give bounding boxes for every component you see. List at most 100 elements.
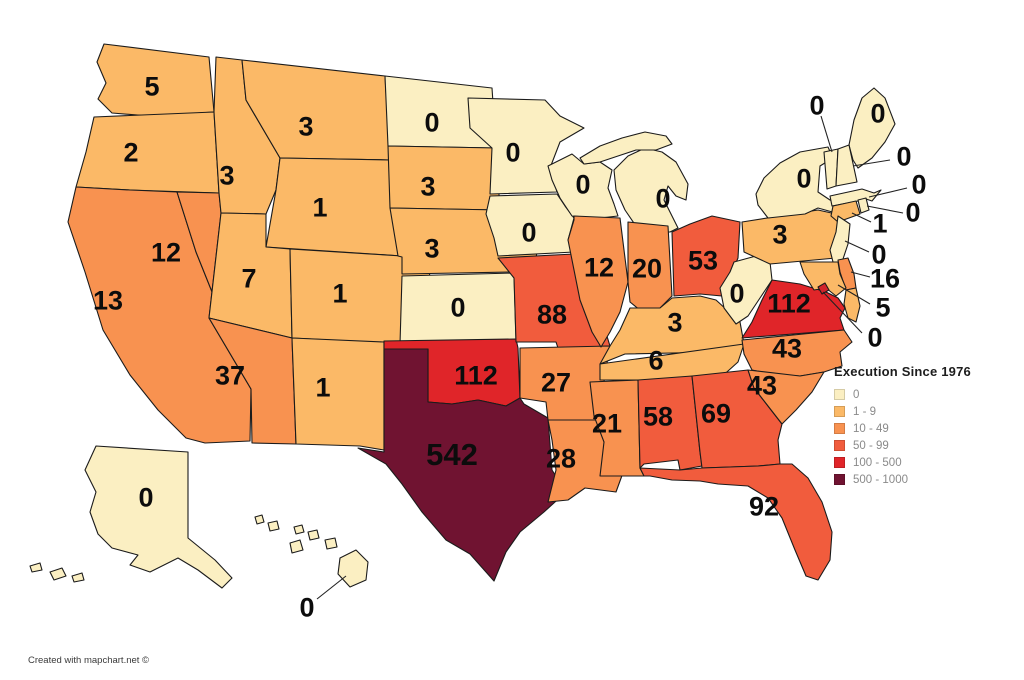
state-value-wyoming: 1 (312, 193, 327, 223)
state-value-michigan: 0 (655, 184, 670, 214)
state-tennessee (599, 343, 745, 381)
state-arizona (208, 317, 297, 445)
leader-line-maryland (837, 284, 871, 305)
state-value-alaska: 0 (138, 483, 153, 513)
state-oregon (75, 111, 220, 194)
state-value-virginia: 112 (767, 289, 811, 319)
state-value-washington: 5 (144, 72, 159, 102)
state-value-tennessee: 6 (648, 346, 663, 376)
state-maryland (799, 261, 847, 297)
state-value-kentucky: 3 (667, 308, 682, 338)
state-alaska-part-4 (71, 572, 85, 583)
state-washington (96, 43, 215, 117)
state-value-delaware: 16 (870, 264, 900, 294)
dc-dot (817, 282, 830, 295)
leader-line-massachusetts (868, 187, 908, 198)
state-illinois (567, 215, 629, 348)
state-rhode-island (857, 197, 870, 214)
state-value-district-of-columbia: 0 (867, 323, 882, 353)
state-michigan (613, 147, 689, 233)
attribution: Created with mapchart.net © (28, 655, 150, 666)
state-hawaii-part-3 (267, 520, 280, 532)
state-value-nebraska: 3 (424, 234, 439, 264)
state-hawaii-part-2 (254, 514, 265, 525)
state-south-dakota (387, 145, 501, 211)
state-value-alabama: 58 (643, 402, 673, 432)
state-value-north-dakota: 0 (424, 108, 439, 138)
state-value-colorado: 1 (332, 279, 347, 309)
state-texas (357, 348, 567, 582)
state-hawaii (337, 549, 369, 588)
state-value-connecticut: 1 (872, 209, 887, 239)
state-value-massachusetts: 0 (911, 170, 926, 200)
leader-line-rhode-island (866, 205, 904, 214)
state-value-south-dakota: 3 (420, 172, 435, 202)
legend-label-2: 10 - 49 (853, 422, 889, 435)
legend-swatch-5 (834, 474, 845, 485)
state-alaska-part-2 (49, 567, 67, 581)
state-value-ohio: 53 (688, 246, 718, 276)
state-value-hawaii: 0 (299, 593, 314, 623)
legend-label-3: 50 - 99 (853, 439, 889, 452)
legend-row-0: 0 (834, 386, 1004, 403)
legend-row-3: 50 - 99 (834, 437, 1004, 454)
leader-line-connecticut (851, 212, 872, 223)
state-new-hampshire (835, 144, 858, 187)
state-value-georgia: 69 (701, 399, 731, 429)
state-value-indiana: 20 (632, 254, 662, 284)
legend-title: Execution Since 1976 (834, 364, 971, 379)
legend-label-5: 500 - 1000 (853, 473, 908, 486)
state-maryland-part-2 (843, 287, 861, 323)
legend-swatch-4 (834, 457, 845, 468)
legend-swatch-3 (834, 440, 845, 451)
leader-line-new-hampshire (852, 159, 891, 167)
state-value-maryland: 5 (875, 293, 890, 323)
state-value-california: 13 (93, 286, 123, 316)
state-value-louisiana: 28 (546, 444, 576, 474)
leader-line-delaware (850, 271, 871, 278)
state-value-maine: 0 (870, 99, 885, 129)
legend-swatch-1 (834, 406, 845, 417)
state-value-florida: 92 (749, 492, 779, 522)
legend-label-0: 0 (853, 388, 860, 401)
state-value-wisconsin: 0 (575, 170, 590, 200)
state-value-kansas: 0 (450, 293, 465, 323)
leader-line-district-of-columbia (822, 291, 863, 334)
state-michigan-part-2 (579, 131, 673, 165)
state-value-oregon: 2 (123, 138, 138, 168)
state-value-west-virginia: 0 (729, 279, 744, 309)
state-value-arkansas: 27 (541, 368, 571, 398)
leader-line-vermont (820, 115, 833, 153)
state-wyoming (265, 157, 403, 257)
state-alaska-part-3 (29, 562, 43, 573)
state-value-rhode-island: 0 (905, 198, 920, 228)
legend-row-1: 1 - 9 (834, 403, 1004, 420)
state-value-nevada: 12 (151, 238, 181, 268)
state-pennsylvania (741, 209, 843, 265)
legend-swatch-0 (834, 389, 845, 400)
legend-swatch-2 (834, 423, 845, 434)
state-value-mississippi: 21 (592, 409, 622, 439)
legend-label-4: 100 - 500 (853, 456, 902, 469)
state-ohio (671, 215, 741, 297)
state-florida (639, 463, 833, 581)
state-hawaii-part-7 (324, 537, 338, 550)
leader-line-new-jersey (844, 240, 870, 253)
state-value-new-hampshire: 0 (896, 142, 911, 172)
state-value-oklahoma: 112 (454, 361, 498, 391)
legend: Execution Since 1976 0 1 - 9 10 - 49 50 - 9… (834, 364, 1004, 488)
state-value-pennsylvania: 3 (772, 220, 787, 250)
state-value-new-mexico: 1 (315, 373, 330, 403)
state-hawaii-part-6 (289, 539, 304, 554)
state-south-carolina (747, 369, 825, 425)
leader-line-hawaii (316, 575, 347, 600)
state-value-montana: 3 (298, 112, 313, 142)
state-value-south-carolina: 43 (747, 371, 777, 401)
legend-row-5: 500 - 1000 (834, 471, 1004, 488)
legend-row-4: 100 - 500 (834, 454, 1004, 471)
state-value-new-jersey: 0 (871, 240, 886, 270)
state-value-minnesota: 0 (505, 138, 520, 168)
state-hawaii-part-4 (293, 524, 305, 535)
legend-row-2: 10 - 49 (834, 420, 1004, 437)
